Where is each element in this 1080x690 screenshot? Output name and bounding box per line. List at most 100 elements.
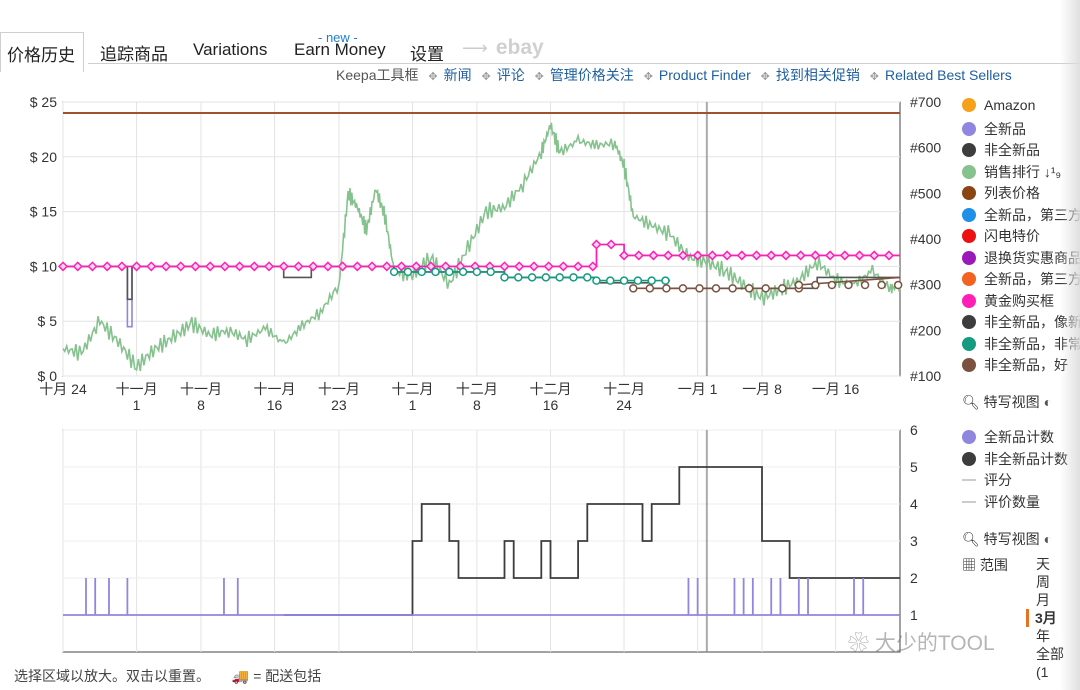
legend-item[interactable]: 非全新品，像新品 [962,312,1080,332]
offer-marker [633,276,643,285]
legend-dot-icon [962,451,976,466]
buybox-marker [883,250,895,261]
range-option[interactable]: 3月 [1026,609,1080,627]
sales-rank-line [62,122,901,372]
zoom-toggle-bottom[interactable]: 🔍︎ 特写视图 ◐ [962,529,1052,549]
buybox-marker [146,261,157,272]
x-tick-label: 23 [331,397,347,413]
reviews-link[interactable]: 评论 [496,67,525,83]
legend-item[interactable]: 黄金购买框 [962,291,1080,311]
legend-dot-icon [962,207,976,222]
related-best-sellers-link[interactable]: Related Best Sellers [884,67,1012,83]
news-link[interactable]: 新闻 [443,67,472,83]
legend-label: 全新品，第三方 [984,271,1080,287]
buybox-marker [795,250,806,261]
y-right-tick-label: 5 [910,459,918,475]
offer-marker [486,267,495,277]
range-option[interactable]: 月 [1036,592,1050,608]
legend-item[interactable]: 非全新品计数 [962,449,1080,469]
legend-item[interactable]: Amazon [962,97,1080,113]
edge-shadow [1060,0,1080,690]
tab-settings[interactable]: 设置 [410,45,444,64]
x-tick-label: 一月 8 [742,381,782,397]
legend-item[interactable]: 全新品，第三方 [962,269,1080,289]
legend-item[interactable]: 销售排行 ↓¹₉ [962,162,1080,182]
buybox-marker [249,261,260,272]
tab-variations[interactable]: Variations [193,40,268,59]
legend-dot-icon [962,143,976,157]
offer-marker [403,267,413,277]
y-left-tick-label: $ 20 [30,149,57,165]
offer-marker [592,276,601,285]
buybox-marker [72,261,83,272]
y-right-tick-label: #600 [910,140,941,156]
range-option[interactable]: 全部 (1 [1036,646,1064,680]
offer-marker [695,284,704,293]
legend-item[interactable]: 全新品计数 [962,427,1080,447]
legend-item[interactable]: 评价数量 [962,492,1080,512]
legend-label: 评分 [984,472,1012,488]
legend-label: 非全新品，好 [984,357,1068,373]
offer-marker [827,280,837,290]
legend-item[interactable]: 非全新品 [962,140,1080,160]
legend-item[interactable]: 闪电特价 [962,226,1080,246]
legend-dot-icon [962,336,976,351]
buybox-marker [528,261,539,272]
buybox-marker [352,261,363,272]
legend-item[interactable]: 全新品，第三方 [962,205,1080,225]
x-tick-label: 24 [616,397,632,413]
buybox-marker [558,261,569,272]
legend-label: Amazon [984,97,1036,113]
offer-marker [555,273,564,282]
legend-dot-icon [962,250,976,265]
legend-item[interactable]: 评分 [962,470,1080,490]
range-options: 天周月 3月年全部 (1 [1026,555,1080,681]
tab-earn-money[interactable]: Earn Money [294,40,386,59]
offer-marker [583,273,592,282]
range-option[interactable]: 周 [1036,574,1050,590]
zoom-toggle-top[interactable]: 🔍︎ 特写视图 ◐ [962,392,1052,412]
tab-divider [88,63,1080,64]
tab-price-history[interactable]: 价格历史 [0,32,84,72]
x-tick-label: 十二月 [603,381,645,397]
product-finder-link[interactable]: Product Finder [658,67,751,83]
buybox-marker [854,250,865,261]
legend-label: 非全新品，非常好 [984,335,1080,352]
buybox-marker [869,250,880,261]
buybox-marker [87,261,98,272]
offer-marker [744,284,754,293]
ebay-link[interactable]: ⟶ ebay [462,36,544,60]
buybox-marker [116,261,127,272]
legend-item[interactable]: 非全新品，好 [962,355,1080,375]
buybox-marker [663,250,674,261]
arrow-right-icon: ⟶ [462,38,488,58]
offer-marker [500,273,509,282]
offer-marker [794,280,804,290]
legend-dash-icon [962,479,976,481]
keepa-toolbox-link[interactable]: Keepa工具框 [336,67,419,83]
buybox-marker [57,261,69,272]
offer-marker [778,284,787,293]
buybox-marker [514,261,525,272]
x-tick-label: 8 [473,397,481,413]
range-option[interactable]: 年 [1036,628,1050,644]
related-deals-link[interactable]: 找到相关促销 [775,67,860,83]
range-label: ▦ 范围 [962,557,1008,573]
tab-tracking[interactable]: 追踪商品 [100,45,168,64]
buybox-marker [322,261,333,272]
range-option[interactable]: 天 [1036,556,1050,572]
legend-item[interactable]: 全新品 [962,119,1080,139]
buybox-marker [411,261,422,272]
legend-item[interactable]: 列表价格 [962,183,1080,203]
legend-item[interactable]: 退换货实惠商品 [962,248,1080,268]
x-tick-label: 十一月 [318,381,360,397]
legend-item[interactable]: 非全新品，非常好 [962,334,1080,354]
offer-marker [472,267,482,277]
manage-alerts-link[interactable]: 管理价格关注 [549,67,634,83]
zoom-label: 特写视图 [983,531,1040,547]
toggle-icon: ◐ [1043,394,1053,410]
separator-icon: ✥ [481,71,491,83]
separator-icon: ✥ [428,71,438,83]
legend-label: 闪电特价 [984,228,1040,244]
